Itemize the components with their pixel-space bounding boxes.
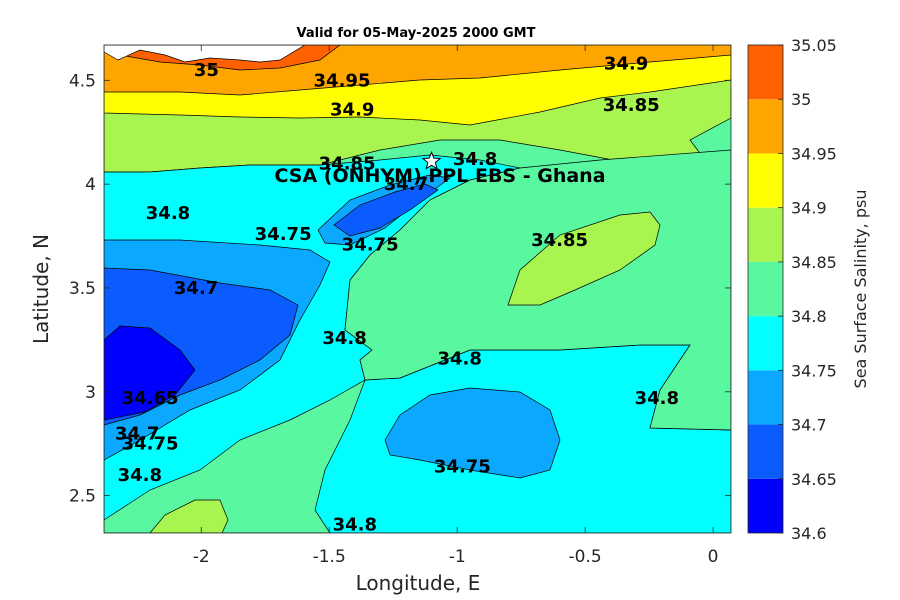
y-tick-label: 4 [85, 175, 96, 195]
colorbar-tick-label: 34.7 [791, 416, 827, 435]
contour-label: 34.7 [115, 423, 159, 444]
contour-label: 34.75 [342, 234, 399, 255]
x-axis: -2 -1.5 -1 -0.5 0 [193, 45, 719, 567]
y-tick-label: 3.5 [69, 279, 96, 299]
colorbar-tick-label: 34.6 [791, 524, 827, 543]
contour-label: 34.95 [314, 70, 371, 91]
x-axis-label: Longitude, E [356, 571, 481, 595]
colorbar-tick-label: 34.65 [791, 470, 837, 489]
colorbar-tick-label: 34.95 [791, 144, 837, 163]
plot-frame [103, 44, 732, 534]
x-tick-label: -1 [449, 547, 466, 567]
x-tick-label: -0.5 [569, 547, 602, 567]
y-tick-label: 2.5 [69, 487, 96, 507]
band-34-85-island [507, 211, 661, 306]
plot-area [104, 45, 731, 533]
x-tick-label: -1.5 [313, 547, 346, 567]
colorbar-tick-label: 34.75 [791, 361, 837, 380]
contour-label: 34.75 [434, 457, 491, 478]
contour-label: 34.9 [330, 99, 374, 120]
site-label: CSA (ONHYM) PPL EBS - Ghana [274, 165, 605, 187]
contour-label: 34.8 [635, 388, 679, 409]
colorbar-title: Sea Surface Salinity, psu [851, 190, 870, 389]
chart-title: Valid for 05-May-2025 2000 GMT [297, 26, 536, 41]
contour-label: 34.8 [322, 328, 366, 349]
colorbar-tick-label: 35 [791, 90, 811, 109]
site-marker: CSA (ONHYM) PPL EBS - Ghana [274, 150, 606, 187]
contour-label: 34.7 [384, 174, 428, 195]
colorbar-segment [748, 153, 783, 208]
colorbar-tick-label: 34.9 [791, 199, 827, 218]
contour-label: 34.75 [122, 434, 179, 455]
contour-label: 34.8 [438, 349, 482, 370]
colorbar-segment [748, 261, 783, 317]
colorbar: 34.6 34.65 34.7 34.75 34.8 34.85 34.9 34.95 35 35… [747, 36, 837, 543]
colorbar-segment [748, 99, 783, 154]
colorbar-segment [748, 478, 783, 533]
band-34-7-southeast [384, 387, 561, 479]
y-axis-label: Latitude, N [29, 234, 53, 344]
colorbar-segment [748, 207, 783, 262]
colorbar-segment [748, 424, 783, 479]
band-34-8-south [104, 379, 366, 533]
colorbar-frame [747, 44, 784, 534]
y-tick-label: 4.5 [69, 71, 96, 91]
y-tick-label: 3 [85, 383, 96, 403]
band-34-6-west [104, 325, 196, 421]
contour-label: 34.65 [122, 388, 179, 409]
contour-label: 34.8 [118, 465, 162, 486]
contour-label: 34.85 [319, 153, 376, 174]
contour-label: 34.85 [531, 230, 588, 251]
contour-label: 34.8 [146, 203, 190, 224]
contour-label: 35 [194, 60, 219, 81]
colorbar-segment [748, 45, 783, 100]
contour-labels: 35 34.95 34.9 34.9 34.85 34.85 34.8 34.7 34.8 34.… [115, 54, 679, 536]
colorbar-tick-label: 35.05 [791, 36, 837, 55]
band-35-05 [104, 45, 306, 63]
star-icon [421, 150, 442, 170]
colorbar-segment [748, 370, 783, 425]
contour-label: 34.7 [174, 278, 218, 299]
band-34-65-north [333, 183, 439, 237]
contour-label: 34.75 [255, 224, 312, 245]
colorbar-segment [748, 316, 783, 371]
colorbar-tick-label: 34.8 [791, 307, 827, 326]
band-34-85-southwest [149, 499, 229, 533]
colorbar-tick-label: 34.85 [791, 253, 837, 272]
x-tick-label: -2 [193, 547, 210, 567]
contour-label: 34.9 [604, 54, 648, 75]
y-axis: 2.5 3 3.5 4 4.5 [69, 71, 731, 507]
contour-label: 34.85 [603, 95, 660, 116]
contour-label: 34.8 [453, 149, 497, 170]
contour-label: 34.8 [333, 515, 377, 536]
x-tick-label: 0 [708, 547, 719, 567]
